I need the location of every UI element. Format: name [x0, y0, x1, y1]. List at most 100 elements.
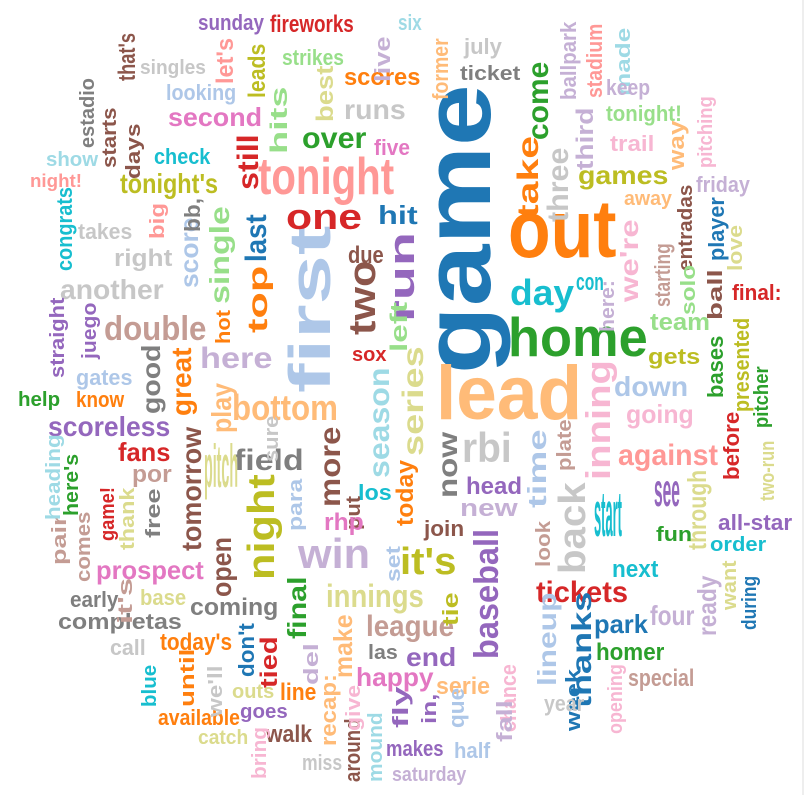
word-entradas: entradas [675, 184, 697, 271]
word-way: way [664, 120, 689, 170]
word-next: next [612, 556, 659, 583]
word-today-s: today's [160, 629, 233, 656]
word-tomorrow: tomorrow [176, 426, 207, 551]
word-still: still [232, 134, 265, 190]
word-league: league [366, 610, 455, 643]
word-comes: comes [73, 511, 95, 582]
word-gates: gates [76, 365, 133, 390]
word-two-run: two-run [757, 440, 779, 501]
word-trail: trail [610, 131, 655, 156]
word-bottom: bottom [232, 387, 338, 428]
word-fun: fun [656, 524, 693, 546]
word-open: open [206, 537, 237, 597]
word-today: today [392, 459, 419, 526]
word-game: game [404, 84, 511, 374]
word-over: over [302, 122, 367, 155]
word-scores: scores [344, 64, 421, 91]
word-top: top [242, 265, 273, 333]
word-hot: hot [213, 309, 235, 344]
word-hits: hits [266, 86, 293, 154]
word-right: right [114, 245, 173, 272]
word-juego: juego [79, 302, 101, 359]
word-ball: ball [705, 269, 727, 320]
word-double: double [104, 310, 207, 348]
word-hit: hit [378, 200, 418, 230]
frame-edge [802, 0, 804, 795]
word-starts: starts [99, 107, 121, 168]
word-want: want [719, 560, 741, 610]
word-make: make [328, 614, 358, 678]
word-year: year [544, 691, 585, 716]
word-goes: goes [240, 701, 288, 723]
word-come: come [522, 61, 555, 140]
word-estadio: estadio [77, 77, 99, 148]
word-prospect: prospect [96, 555, 204, 585]
word-show: show [46, 149, 99, 171]
word-bb: bb, [180, 198, 205, 232]
word-rbi: rbi [462, 424, 512, 471]
word-runs: runs [344, 94, 406, 125]
word-opening: opening [605, 664, 627, 734]
word-rhp: rhp [324, 509, 364, 536]
word-before: before [719, 411, 744, 480]
word-plate: plate [554, 419, 576, 471]
word-here: here [200, 342, 273, 375]
word-start: start [594, 478, 622, 550]
word-coming: coming [190, 594, 279, 621]
word-see: see [654, 464, 680, 516]
word-that-s: that's [114, 32, 141, 81]
word-look: look [533, 520, 555, 567]
word-field: field [234, 444, 304, 477]
word-during: during [739, 575, 761, 630]
word-time: time [522, 429, 552, 508]
word-don-t: don't [234, 623, 259, 677]
word-tonight-s: tonight's [120, 168, 219, 199]
word-del: del [301, 643, 323, 685]
word-singles: singles [140, 57, 206, 79]
word-five: five [374, 135, 410, 160]
word-last: last [240, 214, 273, 262]
word-ready: ready [692, 575, 722, 636]
word-takes: takes [78, 219, 133, 244]
word-against: against [618, 439, 719, 472]
word-tickets: tickets [536, 576, 629, 609]
word-know: know [76, 387, 125, 412]
word-until: until [177, 648, 199, 707]
word-lead: lead [436, 351, 583, 436]
word-strikes: strikes [282, 45, 344, 70]
word-thank: thank [117, 487, 139, 550]
word-live: live [370, 36, 395, 82]
word-pitch: pitch [204, 433, 239, 500]
word-now: now [432, 432, 463, 498]
word-games: games [578, 160, 669, 190]
word-bases: bases [703, 335, 728, 398]
word-down: down [614, 371, 689, 402]
word-special: special [628, 665, 695, 692]
word-one: one [286, 196, 363, 237]
word-help: help [18, 389, 61, 411]
word-head: head [466, 473, 523, 500]
word-we-ll: we'll [205, 665, 227, 717]
word-walk: walk [266, 721, 313, 748]
word-lineup: lineup [532, 592, 562, 686]
word-keep: keep [606, 75, 651, 100]
word-mound: mound [365, 712, 387, 782]
word-looking: looking [166, 80, 237, 105]
word-first: first [278, 225, 343, 393]
word-available: available [158, 705, 240, 730]
word-tie: tie [438, 592, 463, 626]
word-tonight: tonight [258, 148, 395, 206]
word-game: game! [97, 487, 119, 541]
word-completas: completas [58, 609, 182, 634]
word-great: great [166, 347, 197, 416]
word-con: con [576, 269, 604, 296]
word-give: give [343, 684, 365, 731]
word-home: home [508, 306, 648, 368]
word-saturday: saturday [392, 764, 467, 786]
word-sox: sox [352, 344, 387, 366]
word-tonight: tonight! [606, 101, 682, 126]
word-away: away [624, 188, 672, 210]
word-happy: happy [356, 662, 434, 692]
word-presented: presented [729, 317, 754, 412]
word-going: going [626, 399, 694, 429]
